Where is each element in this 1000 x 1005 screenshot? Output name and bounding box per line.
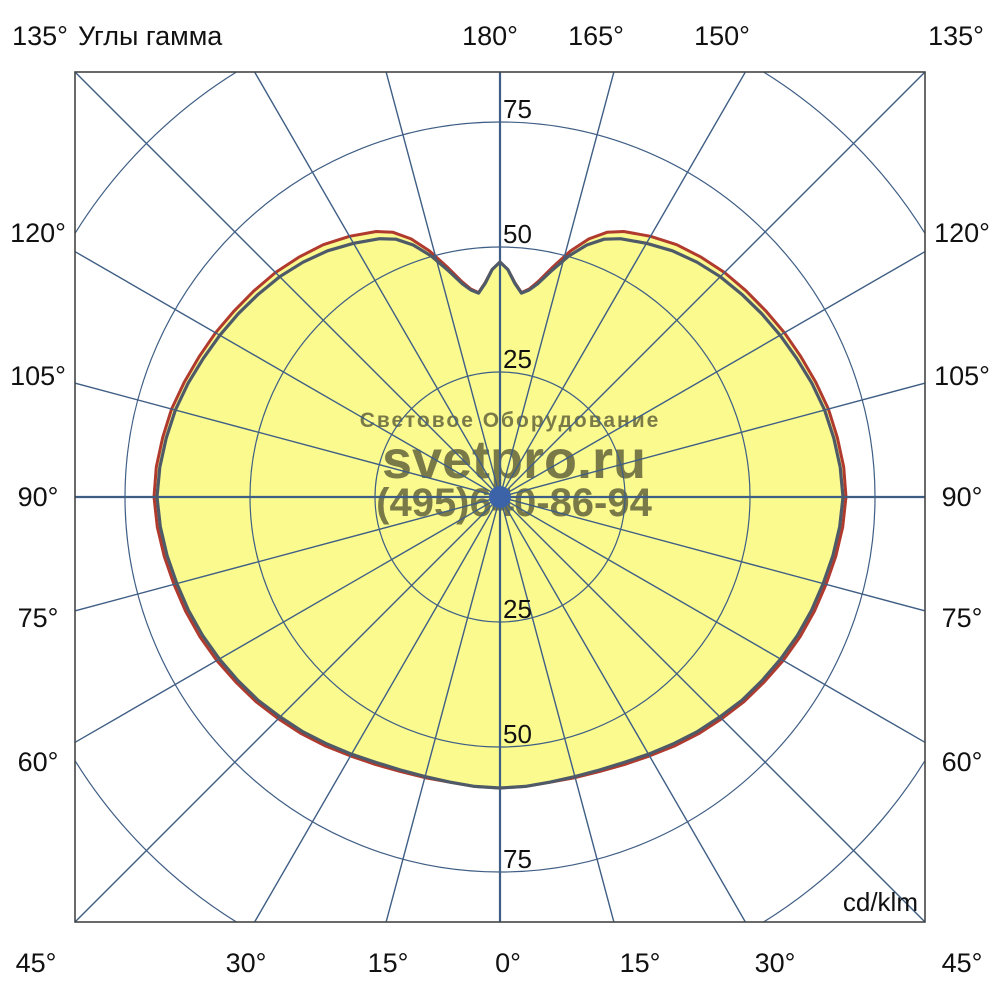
ring-label-top-2: 25 [503, 344, 532, 374]
watermark-company-text: Световое Оборудование [360, 409, 661, 432]
gamma-label-left-0: 120° [10, 218, 66, 248]
ring-label-bottom-1: 50 [503, 719, 532, 749]
plot-border [74, 71, 926, 923]
ring-label-bottom-2: 75 [503, 844, 532, 874]
gamma-label-right-4: 60° [942, 747, 983, 777]
ring-label-top-1: 50 [503, 219, 532, 249]
gamma-label-bottom-3: 0° [495, 948, 521, 978]
gamma-label-left-4: 60° [18, 747, 59, 777]
gamma-label-left-1: 105° [10, 361, 66, 391]
gamma-axis-labels: 135° 180° 165° 150° 135° 45° 30° 15° 0° 15° 30° 45°… [10, 21, 990, 978]
gamma-label-top-0: 135° [12, 21, 68, 51]
gamma-label-right-3: 75° [942, 603, 983, 633]
polar-center-dot [489, 486, 511, 508]
gamma-label-bottom-4: 15° [620, 948, 661, 978]
gamma-label-right-0: 120° [934, 218, 990, 248]
gamma-label-top-3: 150° [694, 21, 750, 51]
chart-title: Углы гамма [78, 21, 223, 51]
gamma-label-right-1: 105° [934, 361, 990, 391]
gamma-label-right-2: 90° [942, 482, 983, 512]
gamma-label-bottom-2: 15° [368, 948, 409, 978]
gamma-label-bottom-6: 45° [942, 948, 983, 978]
curve-c0-blue [155, 237, 845, 790]
watermark-brand-text: svetpro.ru [382, 430, 646, 490]
ring-label-top-0: 75 [503, 94, 532, 124]
gamma-label-top-2: 165° [568, 21, 624, 51]
gamma-label-top-1: 180° [462, 21, 518, 51]
curve-stroke-layer [155, 237, 845, 790]
gamma-label-left-3: 75° [18, 603, 59, 633]
gamma-label-bottom-5: 30° [755, 948, 796, 978]
gamma-label-left-2: 90° [18, 482, 59, 512]
gamma-label-bottom-1: 30° [226, 948, 267, 978]
ring-label-bottom-0: 25 [503, 594, 532, 624]
gamma-label-bottom-0: 45° [16, 948, 57, 978]
ring-value-labels: 75 50 25 25 50 75 [503, 94, 532, 874]
gamma-label-top-4: 135° [928, 21, 984, 51]
unit-label: cd/klm [843, 887, 918, 917]
